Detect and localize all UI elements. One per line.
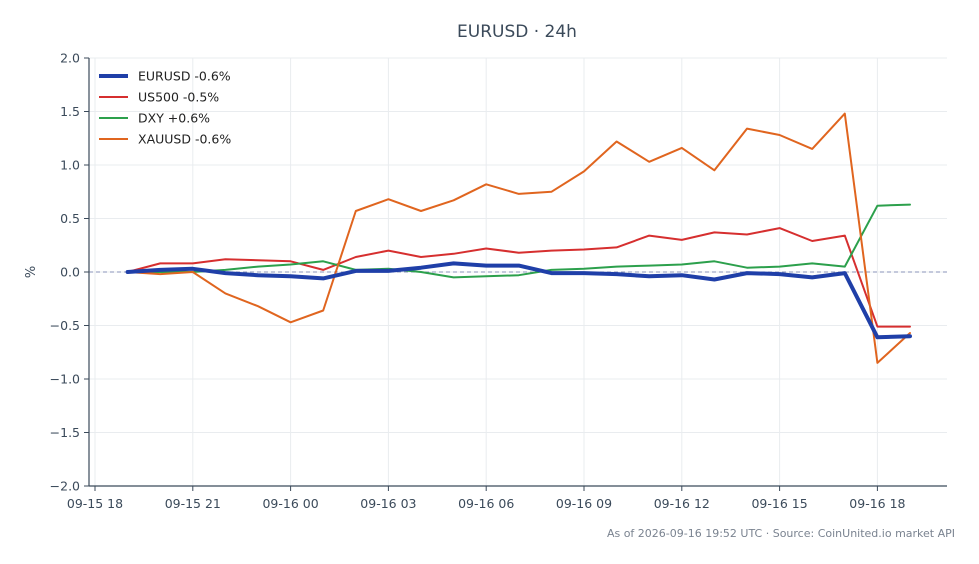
legend-label: DXY +0.6% (138, 111, 210, 126)
legend-label: EURUSD -0.6% (138, 69, 231, 84)
y-tick-label: 1.0 (60, 158, 80, 173)
series-line-dxy (126, 203, 911, 279)
y-tick-label: −1.5 (50, 425, 80, 440)
series-lines (125, 112, 912, 364)
x-tick-label: 09-15 18 (67, 496, 123, 511)
x-tick-label: 09-16 00 (262, 496, 318, 511)
x-tick-label: 09-16 03 (360, 496, 416, 511)
series-line-eurusd (125, 261, 912, 340)
y-tick-label: −1.0 (50, 372, 80, 387)
y-axis-label: % (24, 266, 39, 278)
x-tick-label: 09-16 12 (654, 496, 710, 511)
y-tick-label: 2.0 (60, 51, 80, 66)
series-line-us500 (126, 227, 911, 328)
x-tick-label: 09-16 09 (556, 496, 612, 511)
legend-label: XAUUSD -0.6% (138, 132, 231, 147)
x-tick-label: 09-16 18 (849, 496, 905, 511)
series-line-xauusd (126, 112, 911, 364)
x-tick-label: 09-16 15 (751, 496, 807, 511)
y-tick-label: 0.5 (60, 211, 80, 226)
legend-label: US500 -0.5% (138, 90, 219, 105)
y-tick-label: −2.0 (50, 479, 80, 494)
source-footer: As of 2026-09-16 19:52 UTC · Source: Coi… (607, 527, 955, 540)
x-tick-label: 09-16 06 (458, 496, 514, 511)
x-ticks: 09-15 18 09-15 21 09-16 00 09-16 03 09-16 06… (67, 486, 906, 511)
x-tick-label: 09-15 21 (165, 496, 221, 511)
y-ticks: −2.0 −1.5 −1.0 −0.5 0.0 0.5 1.0 1.5 2.0 (50, 51, 89, 494)
y-tick-label: −0.5 (50, 318, 80, 333)
y-tick-label: 1.5 (60, 104, 80, 119)
chart-title: EURUSD · 24h (457, 22, 577, 42)
y-tick-label: 0.0 (60, 265, 80, 280)
legend: EURUSD -0.6% US500 -0.5% DXY +0.6% XAUUSD -… (99, 69, 231, 147)
